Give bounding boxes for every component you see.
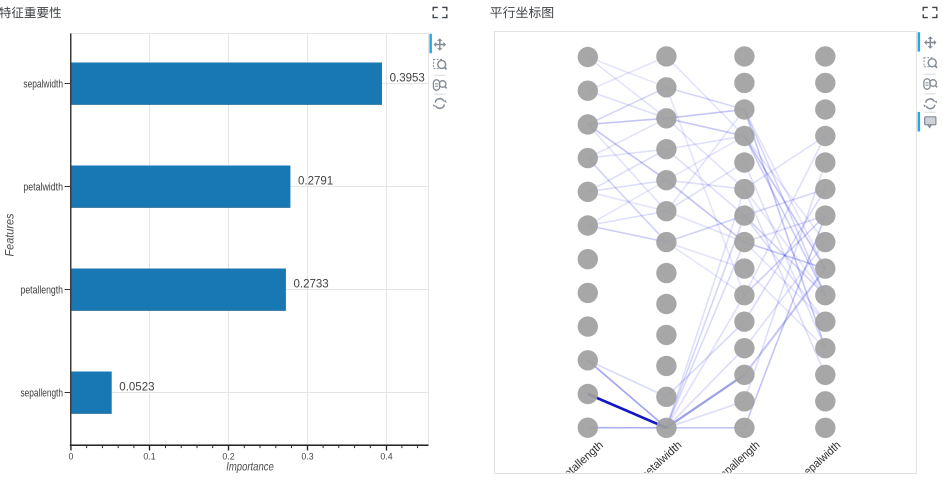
- svg-text:Importance: Importance: [226, 461, 274, 473]
- svg-text:0.1: 0.1: [143, 452, 155, 462]
- svg-text:petalwidth: petalwidth: [23, 182, 63, 194]
- svg-text:petalwidth: petalwidth: [639, 439, 684, 481]
- svg-text:0.3: 0.3: [301, 452, 313, 462]
- svg-text:Features: Features: [5, 213, 17, 256]
- svg-text:sepallength: sepallength: [21, 388, 64, 400]
- svg-text:0.0523: 0.0523: [119, 380, 155, 394]
- svg-text:0.3953: 0.3953: [390, 71, 426, 85]
- svg-text:sepallength: sepallength: [714, 439, 762, 483]
- svg-text:sepalwidth: sepalwidth: [23, 79, 63, 91]
- svg-text:petallength: petallength: [21, 285, 64, 297]
- svg-text:0.2: 0.2: [222, 452, 234, 462]
- svg-text:petallength: petallength: [558, 439, 606, 483]
- svg-text:0.4: 0.4: [380, 452, 392, 462]
- svg-text:0: 0: [68, 452, 73, 462]
- svg-text:sepalwidth: sepalwidth: [798, 439, 843, 481]
- svg-text:0.2733: 0.2733: [294, 277, 330, 291]
- svg-text:0.2791: 0.2791: [298, 174, 334, 188]
